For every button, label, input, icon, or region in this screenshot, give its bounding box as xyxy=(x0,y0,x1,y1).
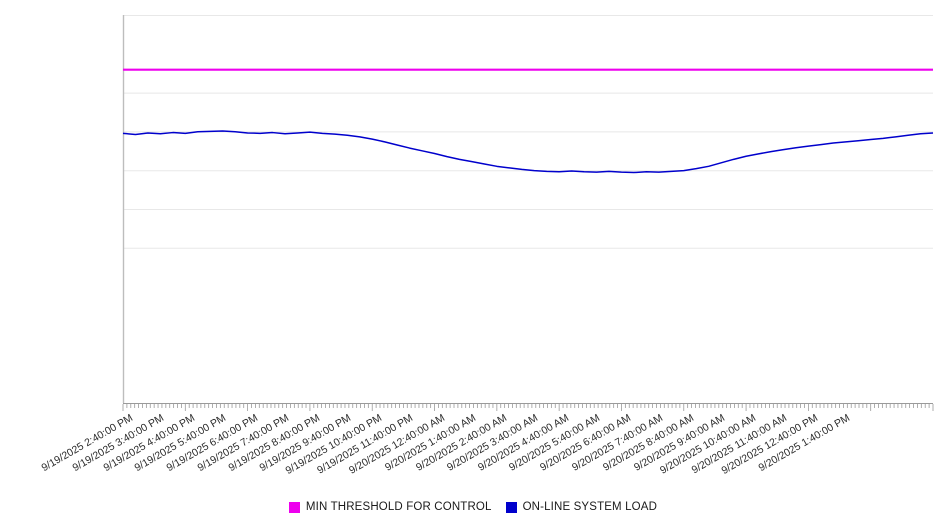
legend-item-on-line-system-load[interactable]: ON-LINE SYSTEM LOAD xyxy=(505,501,658,513)
gridlines-group xyxy=(123,15,933,249)
series-line-online-system-load xyxy=(122,130,934,174)
legend-label-min-threshold: MIN THRESHOLD FOR CONTROL xyxy=(305,501,492,513)
legend-swatch-online-system-load xyxy=(505,501,517,513)
legend-item-min-threshold-for-control[interactable]: MIN THRESHOLD FOR CONTROL xyxy=(288,501,492,513)
legend-label-online-system-load: ON-LINE SYSTEM LOAD xyxy=(522,501,658,513)
chart-legend: MIN THRESHOLD FOR CONTROL ON-LINE SYSTEM… xyxy=(0,496,946,518)
x-axis-minor-ticks xyxy=(122,404,934,411)
legend-swatch-min-threshold xyxy=(288,501,300,513)
